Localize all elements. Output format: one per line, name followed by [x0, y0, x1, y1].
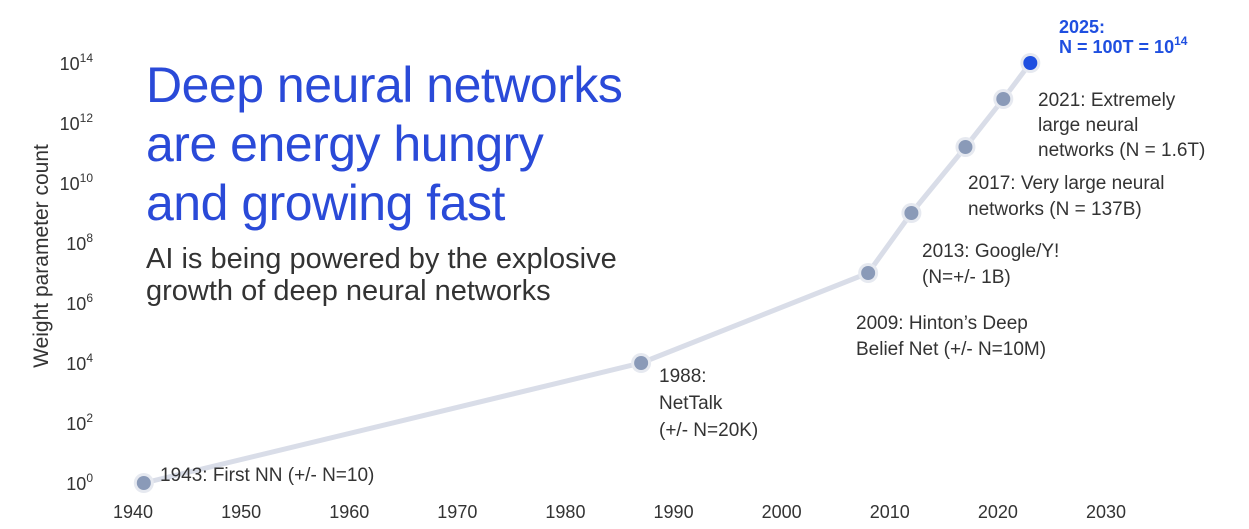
data-point [958, 140, 973, 154]
x-tick-label: 2030 [1086, 502, 1126, 522]
data-point [136, 476, 151, 490]
data-point [904, 206, 919, 220]
highlight-annotation: 2025: N = 100T = 1014 [1059, 17, 1188, 57]
y-tick-label: 102 [66, 411, 93, 434]
data-points [133, 53, 1041, 493]
y-tick-label: 106 [66, 291, 93, 314]
headline-line-2: are energy hungry [146, 116, 544, 172]
subheadline: AI is being powered by the explosive gro… [146, 243, 617, 307]
x-axis-ticks: 1940 1950 1960 1970 1980 1990 2000 2010 2020 2030 [113, 502, 1126, 522]
data-point [861, 266, 876, 280]
x-tick-label: 1960 [329, 502, 369, 522]
x-tick-label: 1980 [545, 502, 585, 522]
data-point [996, 92, 1011, 106]
point-annotation: 1943: First NN (+/- N=10) [160, 465, 374, 486]
x-tick-label: 2010 [870, 502, 910, 522]
point-annotation: 2013: Google/Y! (N=+/- 1B) [922, 241, 1059, 288]
point-annotation: 2021: Extremely large neural networks (N =… [1038, 90, 1205, 161]
data-point [634, 356, 649, 370]
point-annotation: 2017: Very large neural networks (N = 137… [968, 173, 1164, 220]
highlighted-data-point [1023, 56, 1038, 70]
y-tick-label: 108 [66, 231, 93, 254]
x-tick-label: 2020 [978, 502, 1018, 522]
y-tick-label: 100 [66, 471, 93, 494]
point-annotation: 1988: NetTalk (+/- N=20K) [659, 366, 758, 441]
headline: Deep neural networks are energy hungry a… [146, 56, 623, 233]
x-tick-label: 2000 [762, 502, 802, 522]
headline-line-1: Deep neural networks [146, 57, 623, 113]
y-axis-label: Weight parameter count [30, 144, 53, 368]
subheadline-line-2: growth of deep neural networks [146, 275, 551, 307]
y-tick-label: 1010 [60, 171, 94, 194]
y-tick-label: 1014 [60, 51, 94, 74]
x-tick-label: 1940 [113, 502, 153, 522]
x-tick-label: 1950 [221, 502, 261, 522]
point-labels: 1943: First NN (+/- N=10) 1988: NetTalk (+/… [160, 17, 1205, 486]
subheadline-line-1: AI is being powered by the explosive [146, 243, 617, 275]
point-annotation: 2009: Hinton’s Deep Belief Net (+/- N=10M… [856, 313, 1046, 360]
y-tick-label: 1012 [60, 111, 94, 134]
y-axis-ticks: 100 102 104 106 108 1010 1012 1014 [60, 51, 94, 494]
x-tick-label: 1970 [437, 502, 477, 522]
y-tick-label: 104 [66, 351, 93, 374]
x-tick-label: 1990 [654, 502, 694, 522]
headline-line-3: and growing fast [146, 175, 505, 231]
